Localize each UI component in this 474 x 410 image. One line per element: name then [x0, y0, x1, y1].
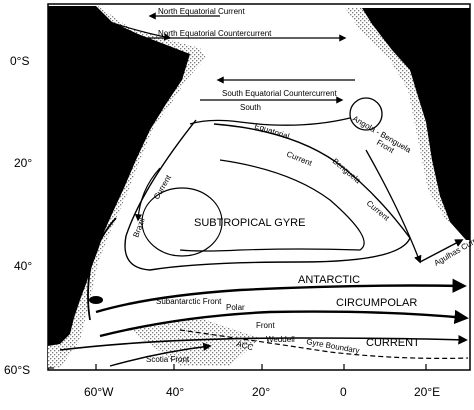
falkland-islands [89, 296, 103, 304]
label-current-4: CURRENT [366, 337, 420, 349]
lat-label: 20° [14, 156, 32, 170]
label-weddell: Weddell [266, 335, 295, 344]
lon-label: 20° [252, 385, 270, 399]
label-polar: Polar [226, 303, 245, 312]
lon-label: 40° [166, 385, 184, 399]
current-paths [59, 11, 469, 367]
label-subantarctic-front: Subantarctic Front [156, 297, 222, 306]
africa-landmass [362, 8, 470, 240]
label-antarctic: ANTARCTIC [298, 274, 360, 286]
axis-ticks [48, 60, 427, 370]
label-south-equatorial-countercurrent: South Equatorial Countercurrent [222, 89, 338, 98]
lon-label: 20°E [414, 385, 440, 399]
label-south: South [240, 103, 261, 112]
lon-label: 0 [340, 385, 347, 399]
label-subtropical-gyre: SUBTROPICAL GYRE [194, 217, 305, 229]
label-north-equatorial-current: North Equatorial Current [158, 7, 245, 16]
label-front-2: Front [256, 321, 275, 330]
south-america-landmass [48, 6, 190, 346]
label-scotia-front: Scotia Front [146, 355, 190, 364]
lat-label: 60°S [4, 363, 30, 377]
label-circumpolar: CIRCUMPOLAR [336, 297, 417, 309]
lat-label: 40° [14, 259, 32, 273]
label-acc: ACC [235, 339, 254, 352]
label-north-equatorial-countercurrent: North Equatorial Countercurrent [158, 29, 272, 38]
lat-label: 0°S [10, 54, 29, 68]
lon-label: 60°W [84, 385, 114, 399]
